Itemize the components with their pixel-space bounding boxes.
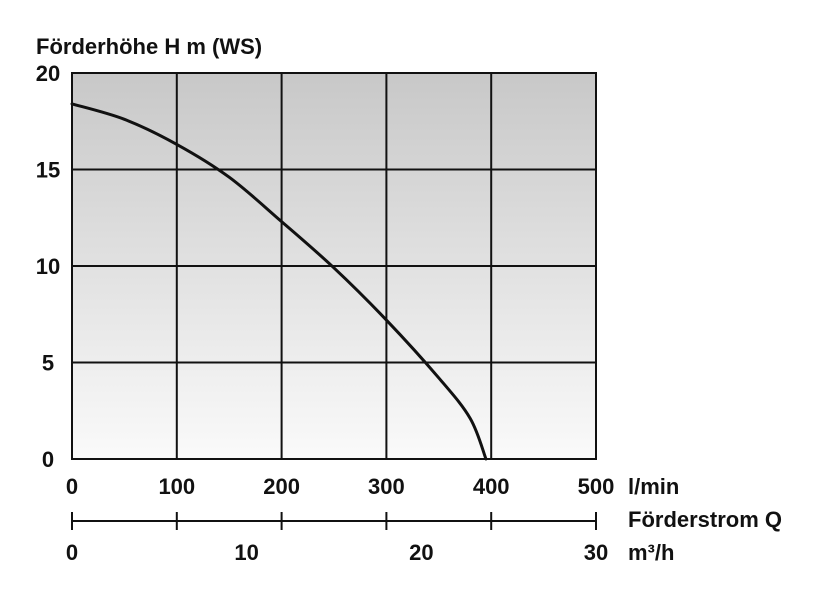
- y-tick-label-20: 20: [36, 61, 60, 86]
- secondary-tick-label-30: 30: [584, 540, 608, 565]
- plot-frame: [71, 72, 597, 460]
- x-tick-label-400: 400: [473, 474, 510, 499]
- y-tick-label-5: 5: [42, 351, 54, 376]
- y-tick-labels: 0 5 10 15 20: [36, 61, 60, 472]
- x-tick-label-300: 300: [368, 474, 405, 499]
- x-tick-label-100: 100: [158, 474, 195, 499]
- x-tick-label-0: 0: [66, 474, 78, 499]
- y-axis-label: Förderhöhe H m (WS): [36, 34, 262, 59]
- y-tick-label-0: 0: [42, 447, 54, 472]
- secondary-tick-label-0: 0: [66, 540, 78, 565]
- x-axis-unit-lmin: l/min: [628, 474, 679, 499]
- pump-curve-line: [70, 102, 488, 461]
- x-tick-label-500: 500: [578, 474, 615, 499]
- y-tick-label-15: 15: [36, 158, 60, 183]
- x-tick-label-200: 200: [263, 474, 300, 499]
- secondary-axis-unit: m³/h: [628, 540, 674, 565]
- secondary-tick-label-10: 10: [234, 540, 258, 565]
- secondary-tick-label-20: 20: [409, 540, 433, 565]
- x-tick-labels: 0 100 200 300 400 500: [66, 474, 614, 499]
- secondary-axis-label: Förderstrom Q: [628, 507, 782, 532]
- secondary-axis: 0 10 20 30: [66, 512, 608, 565]
- y-tick-label-10: 10: [36, 254, 60, 279]
